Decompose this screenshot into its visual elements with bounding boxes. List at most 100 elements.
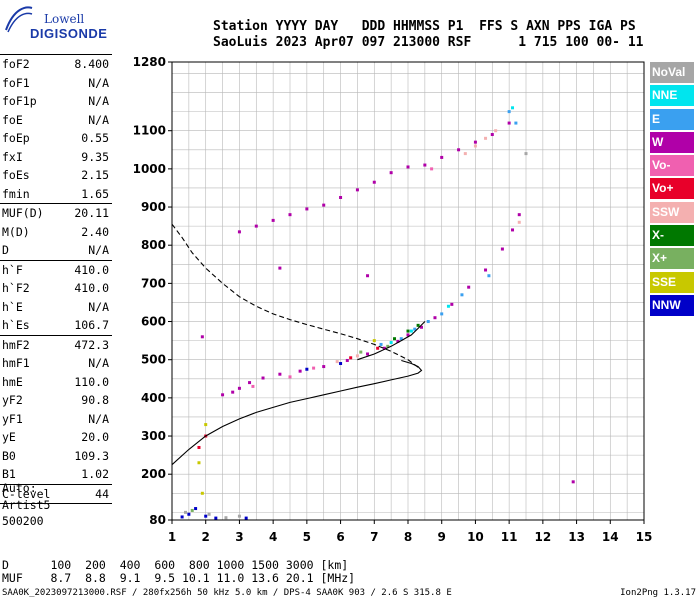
data-point [423, 163, 427, 167]
param-row: foF2 8.400 [0, 55, 112, 74]
data-point [366, 274, 370, 278]
param-row: foE N/A [0, 111, 112, 130]
param-label: hmF2 [2, 337, 30, 352]
param-label: C-level [2, 486, 51, 501]
data-point [382, 346, 386, 350]
data-point [426, 320, 430, 324]
param-row: foF1p N/A [0, 92, 112, 111]
auto-code: 500200 [2, 514, 44, 528]
data-point [396, 339, 400, 343]
data-point [517, 213, 521, 217]
y-tick-label: 200 [141, 467, 166, 481]
param-value: N/A [88, 411, 109, 426]
legend-item: SSW [650, 201, 694, 223]
lowell-digisonde-logo: Lowell DIGISONDE [4, 4, 114, 52]
param-label: MUF(D) [2, 206, 44, 220]
data-point [406, 165, 410, 169]
param-value: N/A [88, 299, 109, 314]
param-label: yF2 [2, 393, 23, 407]
data-point [507, 110, 511, 114]
param-row: M(D) 2.40 [0, 223, 112, 242]
x-tick-label: 2 [202, 530, 210, 544]
param-row: h`F 410.0 [0, 261, 112, 280]
profile-line-solid [357, 321, 426, 361]
parameter-panel: foF2 8.400 foF1 N/A foF1p N/A foE N/A foEp 0.55 fx… [0, 54, 112, 504]
data-point [500, 247, 504, 251]
x-tick-label: 15 [636, 530, 653, 544]
y-tick-label: 400 [141, 391, 166, 405]
y-tick-label: 900 [141, 200, 166, 214]
y-tick-label: 1000 [133, 162, 166, 176]
data-point [409, 329, 413, 333]
auto-artist: Artist5 [2, 498, 51, 512]
y-tick-label: 1100 [133, 124, 166, 138]
parameter-group-5: C-level 44 [0, 485, 112, 504]
param-value: 410.0 [74, 262, 109, 277]
x-tick-label: 1 [168, 530, 176, 544]
data-point [517, 220, 521, 224]
data-point [248, 381, 252, 385]
data-point [406, 333, 410, 337]
logo-swoosh-icon [5, 6, 33, 33]
data-point [524, 152, 528, 156]
data-point [487, 274, 491, 278]
param-label: foF1p [2, 94, 37, 108]
data-point [406, 329, 410, 333]
y-tick-label: 800 [141, 238, 166, 252]
data-point [278, 266, 282, 270]
x-tick-label: 9 [438, 530, 446, 544]
x-tick-label: 8 [404, 530, 412, 544]
legend-item: E [650, 108, 694, 130]
param-label: fmin [2, 186, 30, 201]
param-row: foEs 2.15 [0, 166, 112, 185]
data-point [484, 268, 488, 272]
data-point [288, 213, 292, 217]
param-label: M(D) [2, 224, 30, 239]
param-row: foEp 0.55 [0, 129, 112, 148]
data-point [571, 480, 575, 484]
parameter-group-2: MUF(D) 20.11 M(D) 2.40 D N/A [0, 204, 112, 260]
data-point [376, 346, 380, 350]
param-value: 1.02 [81, 467, 109, 481]
data-point [271, 218, 275, 222]
data-point [204, 423, 208, 427]
param-value: 410.0 [74, 281, 109, 295]
param-label: foEs [2, 168, 30, 182]
data-point [221, 393, 225, 397]
data-point [484, 136, 488, 140]
data-point [419, 325, 423, 329]
data-point [416, 323, 420, 327]
legend-item: X- [650, 225, 694, 247]
data-point [197, 461, 201, 465]
param-row: fmin 1.65 [0, 185, 112, 204]
data-point [457, 148, 461, 152]
data-point [514, 121, 518, 125]
data-point [473, 144, 477, 148]
param-label: D [2, 243, 9, 257]
x-tick-label: 10 [467, 530, 484, 544]
param-row: yE 20.0 [0, 428, 112, 447]
data-point [187, 512, 191, 516]
data-point [231, 390, 235, 394]
data-point [237, 230, 241, 234]
data-point [214, 516, 218, 520]
y-tick-label: 300 [141, 429, 166, 443]
y-tick-label: 80 [149, 513, 166, 527]
data-point [278, 372, 282, 376]
y-tick-label: 700 [141, 276, 166, 290]
y-tick-label: 500 [141, 353, 166, 367]
y-tick-label: 1280 [133, 55, 166, 69]
param-row: D N/A [0, 241, 112, 260]
param-label: h`F [2, 262, 23, 277]
data-point [254, 224, 258, 228]
data-point [399, 337, 403, 341]
logo-text-lowell: Lowell [44, 12, 85, 26]
data-point [298, 369, 302, 373]
data-point [440, 155, 444, 159]
data-point [322, 365, 326, 369]
data-point [389, 341, 393, 345]
param-row: B0 109.3 [0, 447, 112, 466]
param-row: hmE 110.0 [0, 373, 112, 392]
x-tick-label: 3 [235, 530, 243, 544]
data-point [322, 203, 326, 207]
